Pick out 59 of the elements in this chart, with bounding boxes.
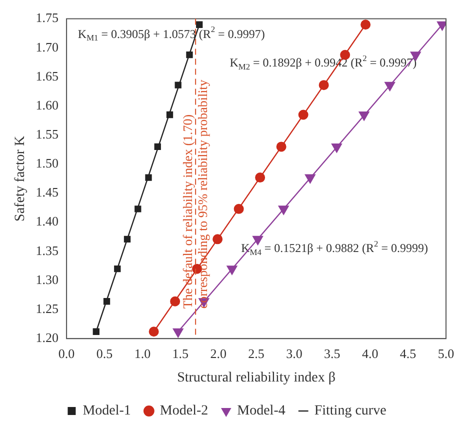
point — [358, 111, 370, 121]
x-tick-label: 2.5 — [248, 346, 264, 361]
x-tick-label: 2.0 — [210, 346, 226, 361]
point — [170, 296, 180, 306]
x-axis-title: Structural reliability index β — [177, 370, 336, 386]
y-tick-label: 1.60 — [36, 97, 59, 112]
point — [148, 326, 159, 337]
point — [196, 21, 203, 28]
point — [186, 52, 193, 58]
y-tick-label: 1.45 — [36, 184, 59, 200]
x-tick-label: 0.0 — [58, 346, 75, 361]
point — [298, 110, 308, 120]
y-tick-label: 1.65 — [36, 68, 59, 84]
point — [304, 174, 316, 184]
y-tick-label: 1.40 — [36, 214, 59, 229]
point — [252, 236, 264, 246]
point — [318, 80, 329, 90]
x-tick-label: 4.0 — [362, 346, 378, 361]
y-tick-label: 1.35 — [36, 242, 59, 258]
y-tick-label: 1.30 — [36, 272, 59, 287]
x-tick-label: 1.0 — [134, 346, 151, 361]
x-tick-label: 5.0 — [438, 346, 454, 361]
point — [384, 82, 396, 92]
legend-label: Fitting curve — [314, 404, 386, 419]
x-tick-label: 1.5 — [172, 346, 189, 361]
point — [331, 143, 342, 153]
point — [103, 298, 110, 305]
point — [234, 204, 244, 214]
y-tick-label: 1.55 — [36, 126, 59, 142]
point — [172, 328, 184, 338]
point — [212, 234, 223, 244]
legend-label: Model-2 — [160, 404, 208, 419]
legend-label: Model-1 — [82, 404, 131, 419]
point — [436, 21, 446, 31]
point — [166, 111, 174, 118]
point — [92, 328, 100, 335]
point — [278, 206, 289, 215]
point — [124, 236, 131, 242]
y-tick-label: 1.25 — [36, 300, 59, 316]
y-tick-label: 1.50 — [36, 156, 59, 171]
point — [145, 174, 152, 181]
y-tick-label: 1.70 — [36, 39, 59, 54]
point — [276, 142, 286, 152]
point — [226, 266, 238, 275]
x-tick-label: 3.0 — [286, 346, 302, 361]
point — [174, 82, 182, 88]
point — [114, 265, 121, 272]
y-axis-title: Safety factor K — [13, 136, 28, 222]
x-tick-label: 3.5 — [324, 346, 340, 361]
x-tick-label: 0.5 — [96, 346, 113, 361]
point — [255, 172, 266, 183]
legend-label: Model-4 — [237, 404, 286, 419]
ref-line-label: The default of reliability index (1.70) corresponding to 95% reliability probability — [180, 79, 210, 309]
point — [360, 20, 371, 30]
point — [134, 206, 142, 212]
y-tick-label: 1.20 — [36, 330, 59, 346]
x-tick-label: 4.5 — [400, 346, 416, 361]
point — [154, 143, 161, 150]
y-tick-label: 1.75 — [36, 10, 59, 26]
